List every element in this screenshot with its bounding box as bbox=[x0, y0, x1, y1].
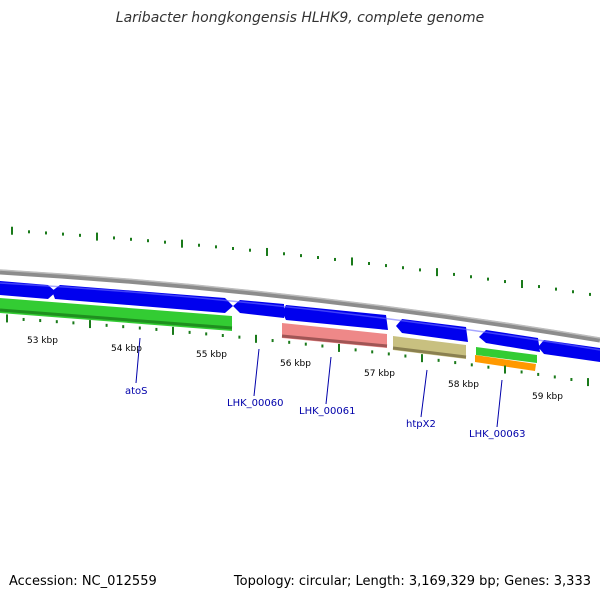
genome-backbone bbox=[0, 269, 600, 343]
scale-label-55: 55 kbp bbox=[196, 350, 227, 360]
orange-feature[interactable] bbox=[475, 355, 536, 371]
genome-summary-text: Topology: circular; Length: 3,169,329 bp… bbox=[233, 574, 591, 589]
accession-text: Accession: NC_012559 bbox=[9, 574, 157, 589]
gene-labels: atoS LHK_00060 LHK_00061 htpX2 LHK_00063 bbox=[125, 337, 525, 440]
scale-label-57: 57 kbp bbox=[364, 369, 395, 379]
forward-cds-track bbox=[0, 281, 600, 362]
gene-label-htpx2[interactable]: htpX2 bbox=[406, 419, 436, 430]
cds-arrow[interactable] bbox=[479, 330, 540, 352]
genome-title: Laribacter hongkongensis HLHK9, complete… bbox=[115, 10, 485, 26]
gene-label-lhk-00060[interactable]: LHK_00060 bbox=[227, 398, 283, 409]
scale-labels: 53 kbp 54 kbp 55 kbp 56 kbp 57 kbp 58 kb… bbox=[27, 336, 563, 402]
scale-label-53: 53 kbp bbox=[27, 336, 58, 346]
scale-label-54: 54 kbp bbox=[111, 344, 142, 354]
cds-arrow[interactable] bbox=[233, 300, 284, 318]
cds-arrow[interactable] bbox=[538, 340, 600, 362]
gene-label-lhk-00061[interactable]: LHK_00061 bbox=[299, 406, 355, 417]
gene-label-lhk-00063[interactable]: LHK_00063 bbox=[469, 429, 525, 440]
cds-arrow[interactable] bbox=[52, 285, 233, 313]
scale-ticks bbox=[6, 314, 589, 387]
lhk-00061-feature[interactable] bbox=[282, 323, 387, 348]
scale-label-56: 56 kbp bbox=[280, 359, 311, 369]
lhk-00063-feature[interactable] bbox=[476, 347, 537, 363]
gene-label-atos[interactable]: atoS bbox=[125, 386, 148, 397]
reverse-feature-track bbox=[0, 298, 537, 371]
gc-content-ticks bbox=[11, 226, 591, 296]
scale-label-58: 58 kbp bbox=[448, 380, 479, 390]
scale-label-59: 59 kbp bbox=[532, 392, 563, 402]
lhk-00060-feature[interactable] bbox=[282, 305, 388, 330]
cds-arrow[interactable] bbox=[396, 319, 468, 342]
